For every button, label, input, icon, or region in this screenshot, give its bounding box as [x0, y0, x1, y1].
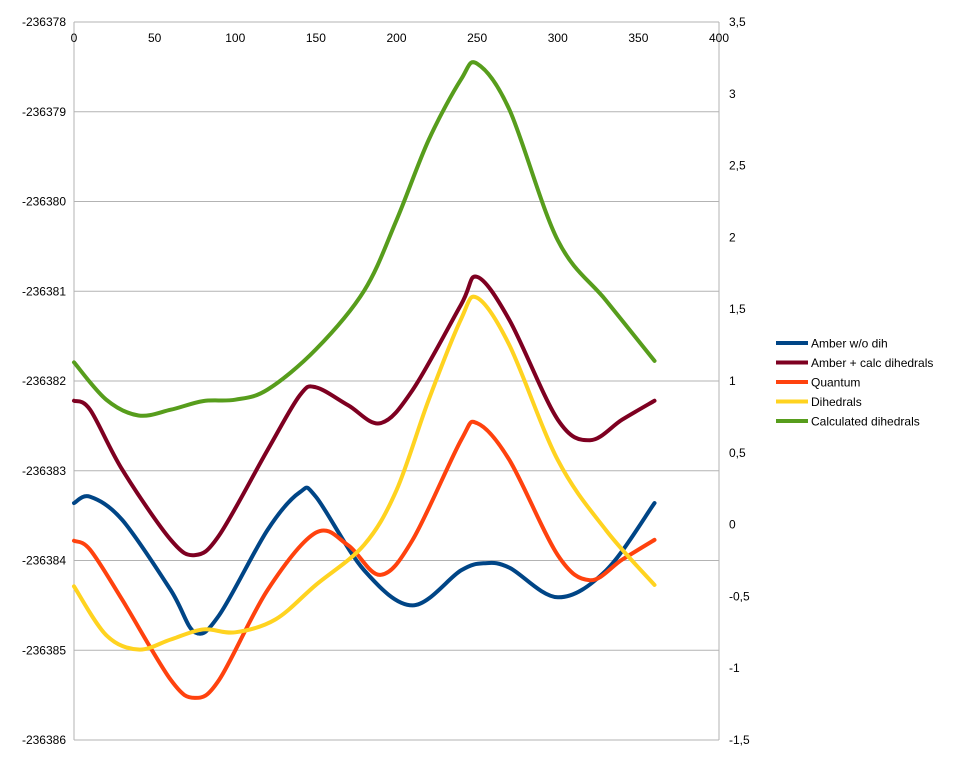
right-y-tick-label: 0,5 — [729, 446, 746, 460]
legend-label-quantum: Quantum — [811, 376, 860, 390]
series-lines — [72, 60, 657, 700]
x-tick-label: 200 — [386, 31, 406, 45]
series-line-dihedrals — [72, 294, 657, 652]
x-tick-label: 250 — [467, 31, 487, 45]
x-tick-label: 300 — [548, 31, 568, 45]
legend-label-dihedrals: Dihedrals — [811, 395, 862, 409]
left-y-tick-label: -236378 — [22, 15, 66, 29]
right-y-tick-label: -1 — [729, 661, 740, 675]
x-tick-label: 350 — [628, 31, 648, 45]
series-line-amber-calc-dihedrals — [72, 274, 657, 558]
series-line-calculated-dihedrals — [72, 60, 657, 418]
left-y-tick-label: -236380 — [22, 195, 66, 209]
x-tick-label: 150 — [306, 31, 326, 45]
right-y-tick-label: 3 — [729, 87, 736, 101]
left-y-tick-label: -236383 — [22, 464, 66, 478]
legend-label-amber-calc-dihedrals: Amber + calc dihedrals — [811, 356, 933, 370]
left-y-tick-labels: -236378 -236379 -236380 -236381 -236382 -2363… — [22, 15, 66, 747]
left-y-tick-label: -236386 — [22, 733, 66, 747]
x-tick-labels: 0 50 100 150 200 250 300 350 400 — [71, 31, 730, 45]
legend: Amber w/o dih Amber + calc dihedrals Quant… — [776, 337, 933, 429]
right-y-tick-label: 1 — [729, 374, 736, 388]
axes — [73, 22, 720, 740]
right-y-tick-label: 1,5 — [729, 302, 746, 316]
right-y-tick-label: 3,5 — [729, 15, 746, 29]
series-line-amber-w-o-dih — [72, 485, 657, 636]
right-y-tick-label: 2 — [729, 230, 736, 244]
x-tick-label: 400 — [709, 31, 729, 45]
left-y-tick-label: -236381 — [22, 284, 66, 298]
left-y-tick-label: -236379 — [22, 105, 66, 119]
right-y-tick-label: 2,5 — [729, 159, 746, 173]
left-y-tick-label: -236385 — [22, 643, 66, 657]
right-y-tick-label: -1,5 — [729, 733, 750, 747]
left-y-tick-label: -236384 — [22, 554, 66, 568]
gridlines — [74, 21, 719, 741]
series-line-quantum — [72, 419, 657, 700]
right-y-tick-label: -0,5 — [729, 589, 750, 603]
right-y-tick-label: 0 — [729, 518, 736, 532]
x-tick-label: 50 — [148, 31, 162, 45]
right-y-tick-labels: 3,5 3 2,5 2 1,5 1 0,5 0 -0,5 -1 -1,5 — [729, 15, 750, 747]
left-y-tick-label: -236382 — [22, 374, 66, 388]
x-tick-label: 100 — [225, 31, 245, 45]
legend-label-calculated-dihedrals: Calculated dihedrals — [811, 415, 920, 429]
legend-label-amber-w-o-dih: Amber w/o dih — [811, 337, 888, 351]
x-tick-label: 0 — [71, 31, 78, 45]
